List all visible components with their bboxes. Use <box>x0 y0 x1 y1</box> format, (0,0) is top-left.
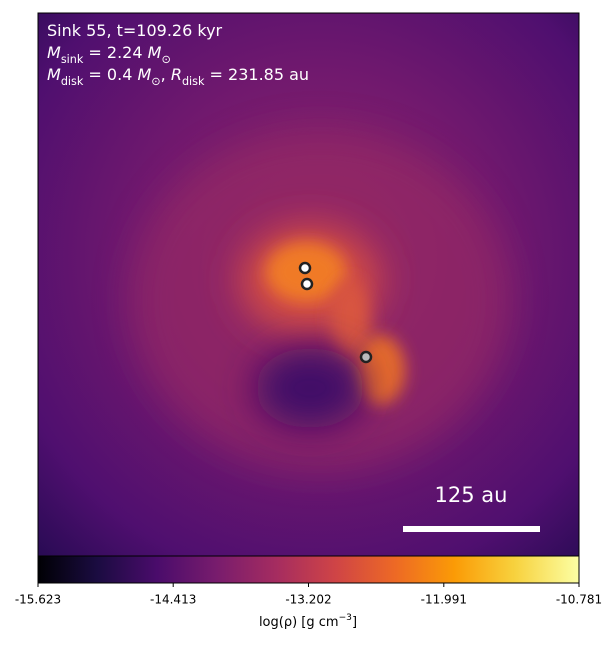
colorbar-label: log(ρ) [g cm−3] <box>259 613 357 630</box>
colorbar <box>37 555 580 584</box>
colorbar-tick-label: -11.991 <box>421 593 467 607</box>
density-map <box>38 13 579 556</box>
annotation-line: Mdisk = 0.4 M⊙, Rdisk = 231.85 au <box>47 65 309 88</box>
colorbar-tick-label: -15.623 <box>15 593 61 607</box>
text-segment: −3 <box>339 613 353 623</box>
colorbar-axis: -15.623 -14.413 -13.202 -11.991 -10.781 <box>15 583 602 607</box>
text-segment: M <box>148 43 162 62</box>
text-segment: disk <box>182 75 205 88</box>
scale-bar-label: 125 au <box>435 483 508 507</box>
text-segment: M <box>47 43 61 62</box>
text-segment: = 2.24 <box>83 43 147 62</box>
text-segment: Sink 55, t=109.26 kyr <box>47 21 223 40</box>
annotation-line: Sink 55, t=109.26 kyr <box>47 21 223 40</box>
annotation-line: Msink = 2.24 M⊙ <box>47 43 171 66</box>
colorbar-tick-label: -10.781 <box>556 593 602 607</box>
scale-bar <box>403 526 540 532</box>
text-segment: log(ρ) [g cm <box>259 615 339 630</box>
text-segment: ] <box>352 615 357 630</box>
text-segment: sink <box>61 53 84 66</box>
text-segment: M <box>137 65 151 84</box>
text-segment: = 0.4 <box>83 65 137 84</box>
text-segment: R <box>171 65 182 84</box>
text-segment: , <box>161 65 171 84</box>
text-segment: M <box>47 65 61 84</box>
text-segment: ⊙ <box>161 53 170 66</box>
colorbar-tick-label: -13.202 <box>285 593 331 607</box>
text-segment: = 231.85 au <box>204 65 309 84</box>
colorbar-tick-label: -14.413 <box>150 593 196 607</box>
text-segment: disk <box>61 75 84 88</box>
text-segment: ⊙ <box>151 75 160 88</box>
